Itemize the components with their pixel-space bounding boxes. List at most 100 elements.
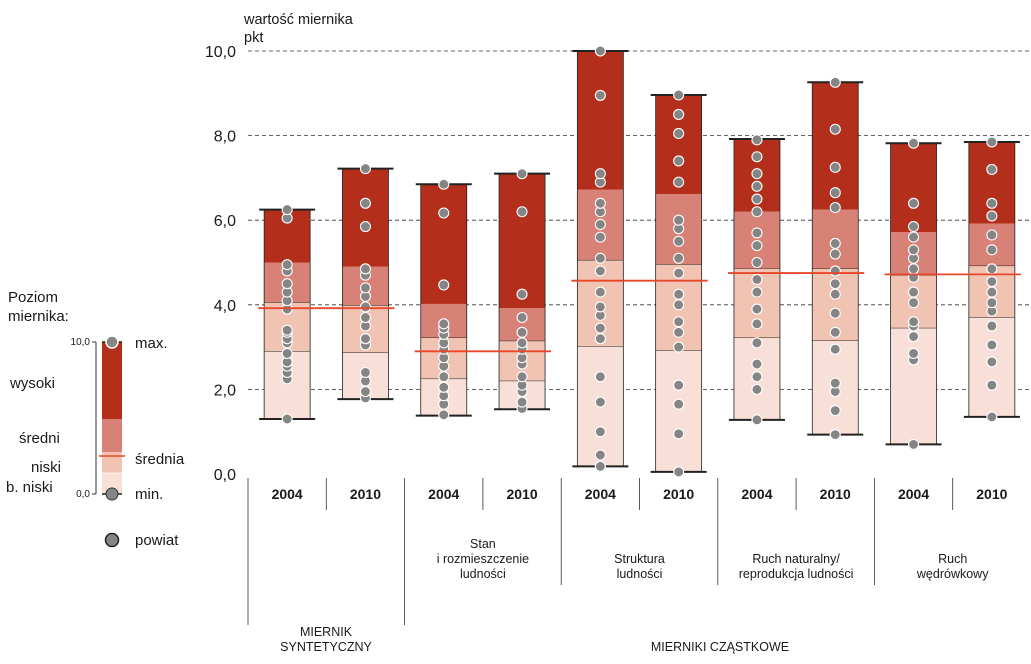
powiat-point [751,180,763,192]
powiat-point [594,89,606,101]
powiat-point [673,341,685,353]
y-tick-label: 4,0 [214,298,236,315]
powiat-point [438,279,450,291]
powiat-point [594,333,606,345]
powiat-point [986,263,998,275]
powiat-point [751,286,763,298]
year-label: 2010 [820,486,851,502]
powiat-point [281,347,293,359]
powiat-point [829,187,841,199]
powiat-point [594,426,606,438]
synthetic-caption-line1: MIERNIK [300,625,353,639]
powiat-point [751,168,763,180]
powiat-point [594,45,606,57]
powiat-point [673,127,685,140]
powiat-point [986,197,998,209]
powiat-point [594,322,606,334]
bar-2004 [885,137,942,450]
year-label: 2010 [350,486,381,502]
y-tick-label: 10,0 [205,44,236,61]
powiat-point [829,288,841,300]
year-label: 2004 [898,486,929,502]
powiat-point [594,197,606,209]
powiat-point [829,76,841,88]
powiat-point [438,381,450,393]
powiat-point [907,286,920,298]
powiat-point [829,248,841,260]
powiat-point [751,193,763,205]
powiat-point [751,206,763,218]
powiat-point [907,197,920,209]
legend-max-label: max. [135,335,168,352]
powiat-point [359,385,372,398]
powiat-point [986,320,998,332]
legend-title-line2: miernika: [8,308,69,325]
group-label: Stan [470,537,496,551]
powiat-point [829,377,841,389]
powiat-point [516,396,528,408]
powiat-point [359,197,372,209]
powiat-point [673,89,685,101]
powiat-point [829,265,841,277]
legend-swatch-high [102,342,122,419]
legend-mean-label: średnia [135,451,185,468]
powiat-point [829,201,841,214]
powiat-point [829,307,841,319]
powiat-point [751,134,763,146]
powiat-point [594,371,606,383]
powiat-point [281,278,293,290]
powiat-point [907,297,920,309]
legend: Poziom miernika: 10,0 0,0 wysoki średni … [6,289,185,549]
powiat-point [829,404,841,417]
powiat-point [986,356,998,368]
y-tick-label: 6,0 [214,213,236,230]
powiat-point [594,265,606,277]
powiat-point [986,244,998,256]
powiat-point [516,311,528,324]
powiat-point [751,383,763,395]
segment-very-low [655,350,702,472]
synthetic-caption-line2: SYNTETYCZNY [280,640,372,654]
legend-scale-bottom: 0,0 [76,489,90,500]
bars [258,45,1021,478]
powiat-point [751,318,763,330]
segment-very-low [890,328,937,445]
powiat-point [751,227,763,239]
powiat-point [594,252,606,264]
legend-swatch-mid [102,419,122,452]
powiat-point [986,275,998,288]
year-label: 2004 [272,486,303,502]
group-label: Struktura [614,552,665,566]
powiat-point [281,204,293,216]
year-label: 2010 [663,486,694,502]
powiat-point [673,398,685,410]
y-axis-label-line2: pkt [244,30,263,46]
powiat-point [907,244,920,256]
group-label: reprodukcja ludności [739,567,854,581]
powiat-point [673,252,685,264]
year-label: 2010 [976,486,1007,502]
bar-2010 [494,168,551,414]
powiat-point [673,155,685,167]
powiat-point [594,231,606,243]
powiat-point [986,163,998,175]
powiat-point [829,343,841,355]
powiat-point [673,108,685,120]
powiat-point [829,237,841,250]
powiat-point [516,371,528,383]
segment-high [342,168,389,267]
powiat-point [673,299,685,311]
powiat-point [359,163,372,175]
powiat-point [594,218,606,230]
powiat-point [986,136,998,148]
powiat-point [673,267,685,279]
legend-min-marker [105,487,119,501]
bar-2010 [807,76,864,441]
partial-caption: MIERNIKI CZĄSTKOWE [651,640,789,654]
legend-swatch-low [102,452,122,473]
powiat-point [986,286,998,298]
y-tick-label: 0,0 [214,467,236,484]
powiat-point [751,414,763,426]
powiat-point [829,123,841,135]
